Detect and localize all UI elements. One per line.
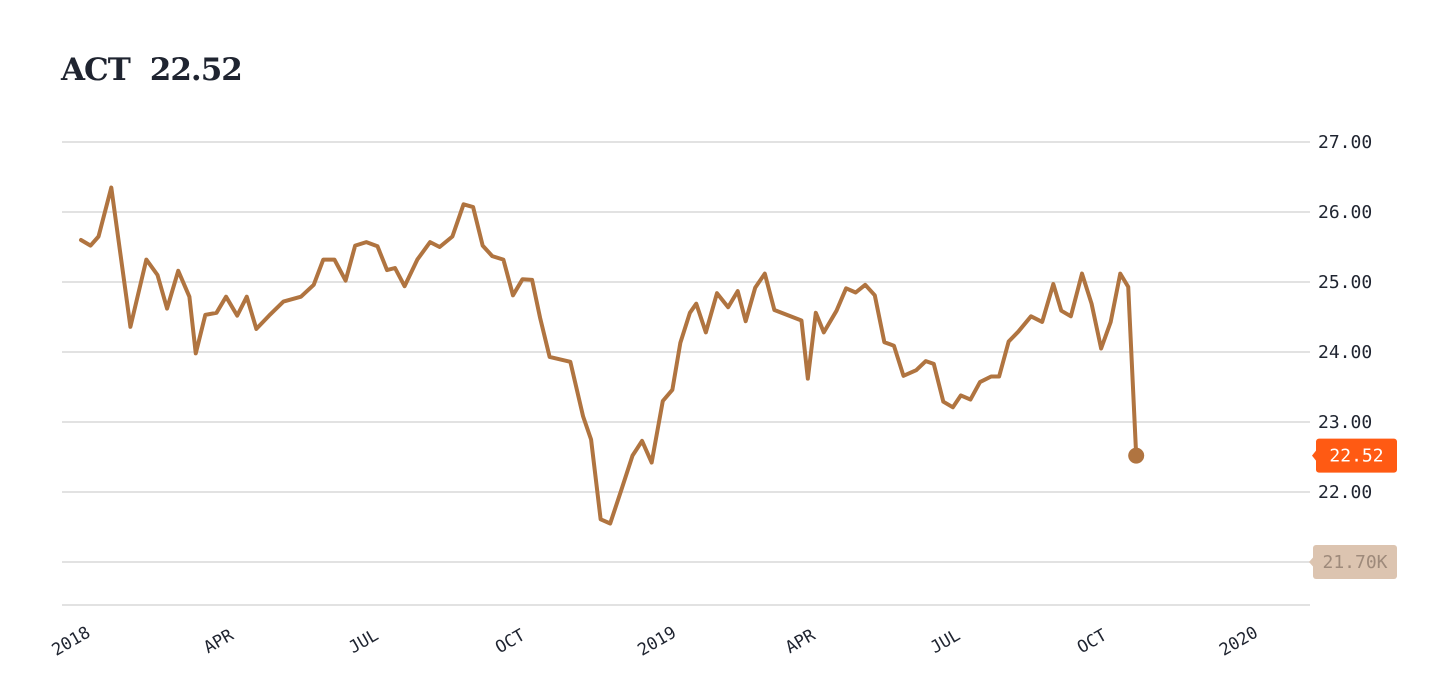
series-layer xyxy=(79,185,1145,526)
price-series-line xyxy=(79,185,1139,526)
badge-layer: 22.52 21.70K xyxy=(1309,438,1397,579)
y-tick-label: 23.00 xyxy=(1318,412,1372,433)
x-tick-label: 2018 xyxy=(49,623,94,661)
y-tick-label: 27.00 xyxy=(1318,132,1372,153)
x-tick-label: OCT xyxy=(1074,625,1111,658)
x-tick-label: OCT xyxy=(492,625,529,658)
ticker-symbol: ACT xyxy=(61,52,131,88)
y-tick-label: 22.00 xyxy=(1318,482,1372,503)
secondary-badge xyxy=(1313,545,1397,579)
y-tick-label: 24.00 xyxy=(1318,342,1372,363)
last-price: 22.52 xyxy=(149,52,243,88)
x-tick-label: APR xyxy=(782,625,819,658)
current-value-badge-label: 22.52 xyxy=(1329,446,1383,467)
x-tick-label: JUL xyxy=(346,625,383,658)
x-tick-label: APR xyxy=(200,625,237,658)
x-tick-label: 2020 xyxy=(1216,623,1261,661)
y-tick-label: 26.00 xyxy=(1318,202,1372,223)
x-tick-label: 2019 xyxy=(634,623,679,661)
secondary-badge-label: 21.70K xyxy=(1322,552,1387,573)
y-tick-label: 25.00 xyxy=(1318,272,1372,293)
chart-title: ACT 22.52 xyxy=(61,52,243,102)
x-tick-label: JUL xyxy=(927,625,964,658)
last-point-marker xyxy=(1128,447,1145,464)
current-value-badge xyxy=(1316,438,1397,473)
grid-layer xyxy=(62,141,1310,606)
